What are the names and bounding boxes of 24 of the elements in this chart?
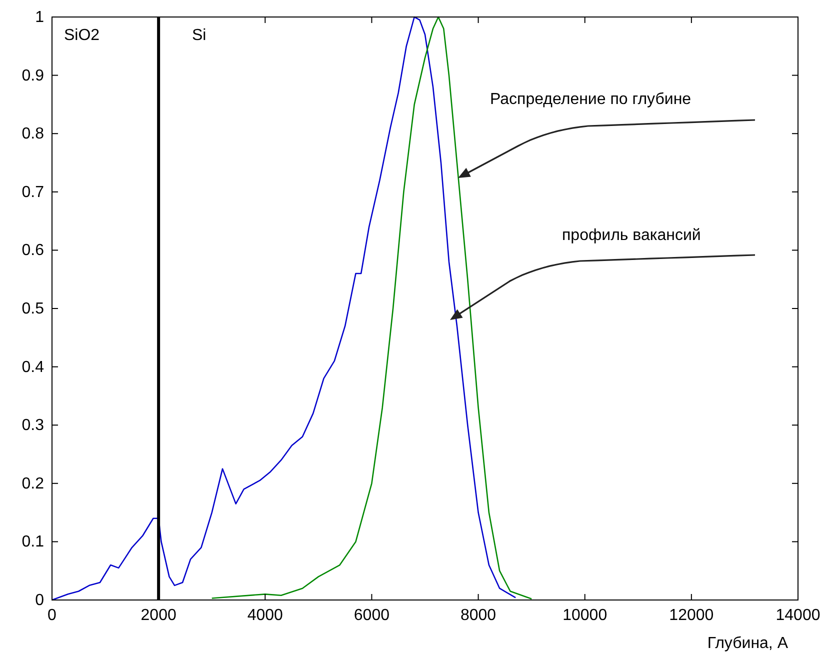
- annotation: профиль вакансий: [562, 227, 701, 244]
- x-tick-label: 12000: [669, 607, 714, 624]
- y-tick-label: 0.3: [22, 417, 44, 434]
- x-axis-title: Глубина, А: [707, 635, 788, 652]
- y-tick-label: 0.2: [22, 475, 44, 492]
- x-tick-label: 6000: [354, 607, 390, 624]
- y-tick-label: 0.1: [22, 534, 44, 551]
- annotation: Распределение по глубине: [490, 91, 692, 108]
- y-tick-label: 0.4: [22, 358, 44, 376]
- x-tick-label: 0: [48, 607, 57, 624]
- x-tick-label: 4000: [247, 607, 284, 624]
- y-tick-label: 1: [35, 9, 44, 26]
- x-tick-label: 10000: [562, 607, 608, 624]
- y-tick-label: 0.8: [22, 126, 44, 143]
- annotation: Si: [192, 27, 206, 44]
- y-tick-label: 0.6: [22, 242, 44, 260]
- x-tick-label: 8000: [460, 607, 496, 624]
- x-tick-label: 2000: [140, 607, 176, 624]
- x-tick-label: 14000: [776, 607, 820, 624]
- y-tick-label: 0: [35, 592, 44, 609]
- annotation: SiO2: [64, 27, 100, 44]
- y-tick-label: 0.5: [22, 300, 44, 318]
- y-tick-label: 0.7: [22, 184, 44, 201]
- y-tick-label: 0.9: [22, 67, 44, 84]
